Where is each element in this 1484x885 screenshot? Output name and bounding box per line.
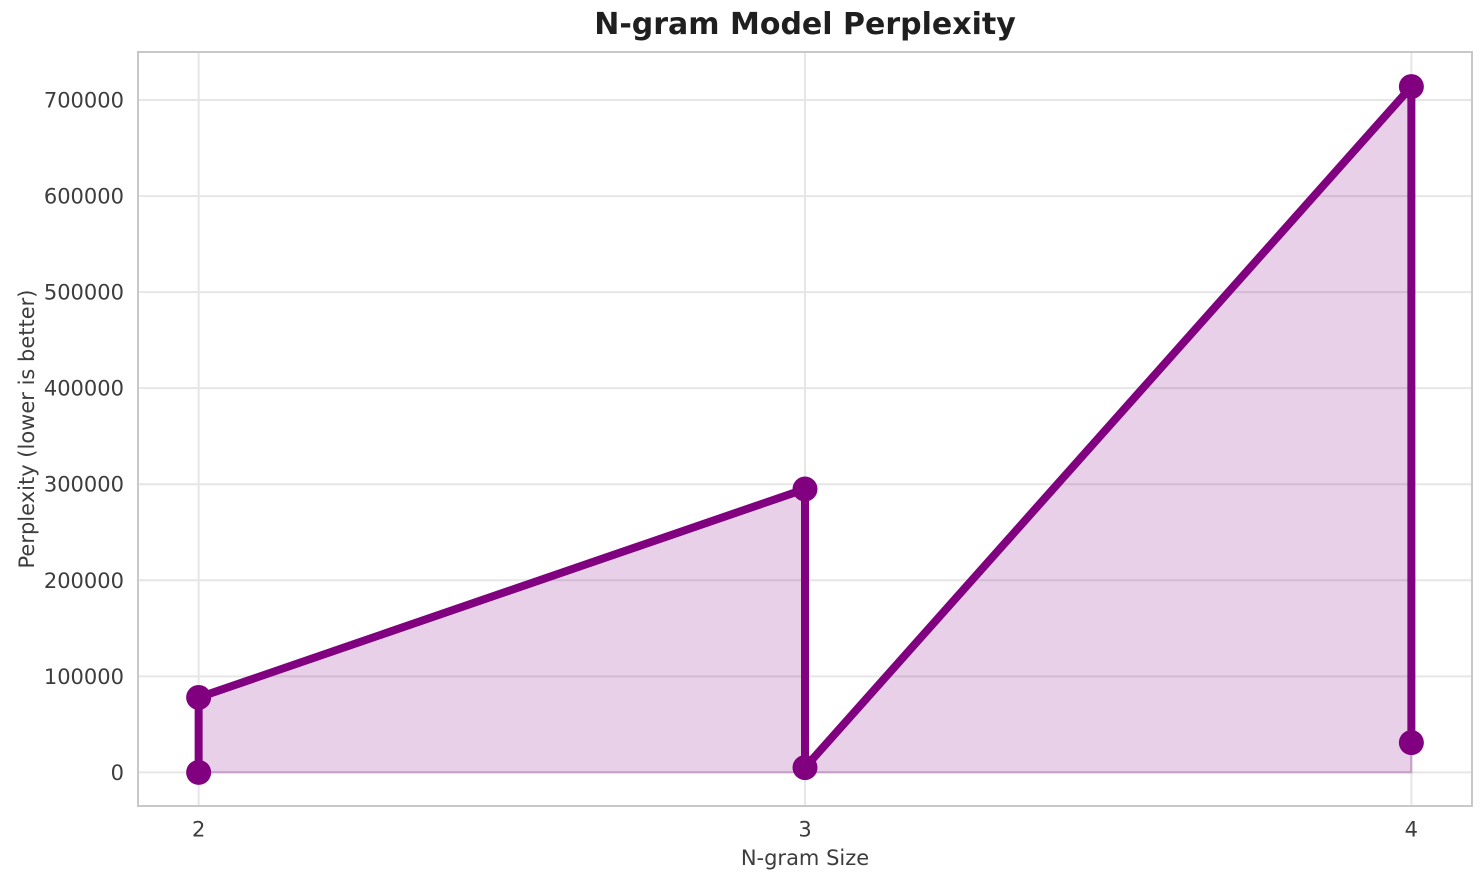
data-point-marker [186, 684, 212, 710]
y-tick-label: 100000 [44, 665, 124, 689]
x-tick-label: 4 [1405, 818, 1418, 842]
y-axis-label: Perplexity (lower is better) [15, 289, 39, 569]
data-point-marker [186, 759, 212, 785]
chart-title: N-gram Model Perplexity [594, 7, 1016, 42]
data-point-marker [1398, 730, 1424, 756]
y-tick-label: 400000 [44, 377, 124, 401]
y-tick-label: 600000 [44, 185, 124, 209]
data-point-marker [1398, 74, 1424, 100]
data-point-marker [792, 755, 818, 781]
y-tick-label: 700000 [44, 89, 124, 113]
plot-border [137, 51, 1473, 807]
x-tick-label: 3 [798, 818, 811, 842]
y-tick-label: 200000 [44, 569, 124, 593]
y-tick-label: 0 [111, 761, 124, 785]
y-tick-label: 500000 [44, 281, 124, 305]
x-tick-label: 2 [192, 818, 205, 842]
x-axis-label: N-gram Size [740, 846, 870, 870]
y-tick-label: 300000 [44, 473, 124, 497]
data-point-marker [792, 476, 818, 502]
